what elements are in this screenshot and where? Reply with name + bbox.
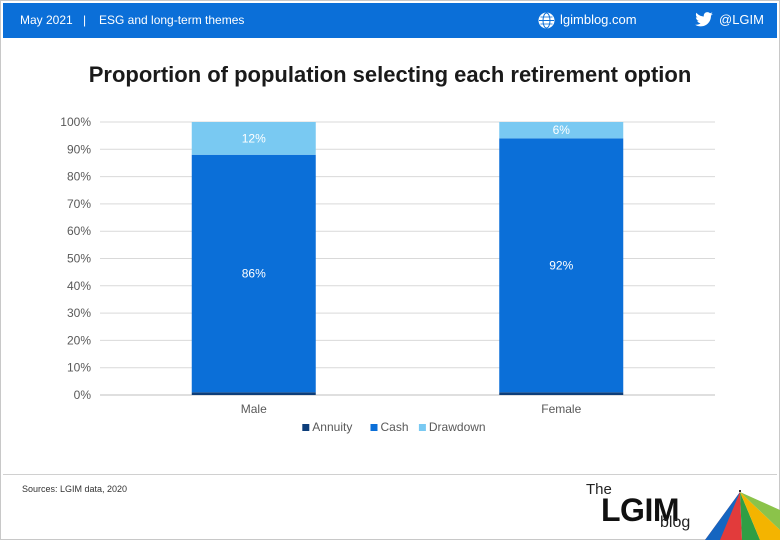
logo-main: LGIM: [601, 492, 679, 528]
y-tick-label: 30%: [67, 306, 91, 320]
source-note: Sources: LGIM data, 2020: [22, 484, 128, 494]
bar-male-drawdown: [191, 122, 316, 155]
site-link[interactable]: lgimblog.com: [560, 12, 637, 27]
y-tick-label: 20%: [67, 333, 91, 347]
y-tick-label: 40%: [67, 279, 91, 293]
logo-the: The: [586, 481, 612, 498]
y-tick-label: 10%: [67, 361, 91, 375]
y-tick-label: 0%: [74, 388, 92, 402]
legend-swatch: [302, 424, 310, 431]
legend-label: Annuity: [312, 420, 352, 434]
data-label: 6%: [553, 123, 571, 137]
y-tick-label: 60%: [67, 224, 91, 238]
data-label: 92%: [549, 258, 573, 272]
footer-divider: [3, 474, 777, 475]
x-tick-label: Male: [241, 402, 267, 416]
bar-male-annuity: [191, 392, 316, 395]
y-tick-label: 80%: [67, 170, 91, 184]
data-label: 86%: [242, 267, 266, 281]
bar-female-annuity: [499, 392, 624, 395]
legend-swatch: [370, 424, 378, 431]
retirement-chart: 0% 10% 20% 30% 40% 50% 60% 70% 80% 90% 100% 86% 12%…: [60, 115, 715, 434]
y-tick-label: 50%: [67, 252, 91, 266]
twitter-icon: [694, 12, 714, 28]
globe-icon: [538, 12, 555, 29]
bar-female-cash: [499, 138, 624, 393]
legend-label: Cash: [381, 420, 409, 434]
header-separator: |: [83, 13, 87, 27]
umbrella-icon: [705, 490, 780, 540]
y-tick-label: 90%: [67, 142, 91, 156]
header-bar: May 2021 | ESG and long-term themes lgim…: [3, 3, 777, 38]
bar-male-cash: [191, 154, 316, 393]
twitter-handle[interactable]: @LGIM: [719, 12, 764, 27]
legend-label: Drawdown: [429, 420, 486, 434]
y-tick-label: 100%: [60, 115, 91, 129]
header-date: May 2021: [20, 13, 73, 27]
logo-blog: blog: [660, 514, 691, 531]
x-tick-label: Female: [541, 402, 581, 416]
bar-female-drawdown: [499, 122, 624, 139]
chart-title: Proportion of population selecting each …: [88, 62, 692, 87]
legend-swatch: [418, 424, 426, 431]
header-theme: ESG and long-term themes: [99, 13, 245, 27]
data-label: 12%: [242, 131, 266, 145]
y-tick-label: 70%: [67, 197, 91, 211]
